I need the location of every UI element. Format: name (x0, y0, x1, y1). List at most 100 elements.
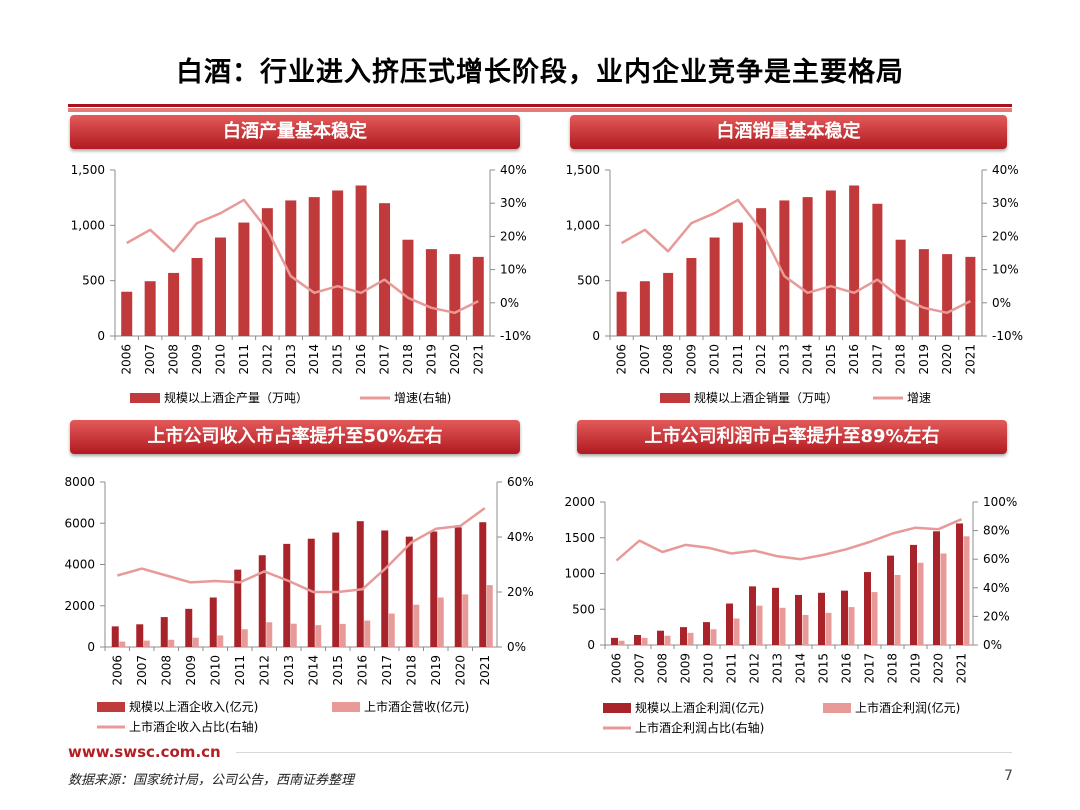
left-tick-label: 0 (592, 329, 600, 343)
series-line (620, 198, 971, 315)
bar-primary (214, 237, 226, 336)
bar-primary (111, 626, 119, 647)
bar-secondary (315, 625, 322, 647)
bar-primary (910, 544, 917, 645)
bar-secondary (217, 635, 224, 647)
x-tick-label: 2020 (932, 653, 946, 684)
left-tick-label: 500 (572, 602, 595, 616)
bar-primary (849, 185, 860, 336)
x-tick-label: 2018 (404, 655, 418, 686)
footer-url[interactable]: www.swsc.com.cn (68, 743, 221, 761)
x-tick-label: 2019 (424, 344, 438, 375)
bar-primary (616, 291, 627, 336)
x-tick-label: 2011 (237, 344, 251, 375)
bar-primary (918, 249, 929, 336)
x-tick-label: 2006 (110, 655, 124, 686)
bar-primary (942, 254, 953, 336)
right-tick-label: 40% (507, 530, 534, 544)
legend-bar-swatch (660, 393, 690, 403)
bar-primary (779, 200, 790, 336)
bar-primary (864, 572, 871, 645)
bar-primary (933, 531, 940, 645)
legend-label: 上市酒企利润(亿元) (855, 700, 960, 715)
right-tick-label: 30% (500, 196, 527, 210)
left-tick-label: 2000 (64, 599, 95, 613)
bar-primary (895, 239, 906, 336)
bar-secondary (192, 637, 199, 647)
bar-primary (379, 203, 391, 336)
bar-primary (663, 272, 674, 336)
bar-primary (356, 521, 364, 647)
right-tick-label: 10% (992, 263, 1019, 277)
left-tick-label: 6000 (64, 516, 95, 530)
right-tick-label: 20% (992, 229, 1019, 243)
bar-secondary (664, 635, 671, 645)
x-tick-label: 2007 (143, 344, 157, 375)
bar-primary (285, 200, 297, 336)
bar-secondary (641, 637, 648, 645)
x-tick-label: 2012 (754, 344, 768, 375)
x-tick-label: 2008 (661, 344, 675, 375)
bar-primary (454, 527, 462, 647)
x-tick-label: 2010 (208, 655, 222, 686)
bar-primary (732, 222, 743, 336)
bar-primary (802, 197, 813, 336)
bar-secondary (871, 592, 878, 645)
bar-secondary (339, 623, 346, 647)
x-tick-label: 2018 (401, 344, 415, 375)
right-tick-label: 0% (500, 296, 519, 310)
right-tick-label: 80% (983, 524, 1010, 538)
bar-primary (956, 523, 963, 645)
x-tick-label: 2019 (909, 653, 923, 684)
x-tick-label: 2016 (355, 655, 369, 686)
bar-secondary (437, 597, 444, 647)
bar-primary (825, 190, 836, 336)
x-tick-label: 2010 (213, 344, 227, 375)
bar-secondary (290, 623, 297, 647)
bar-primary (430, 531, 438, 647)
chart3-banner: 上市公司收入市占率提升至50%左右 (70, 420, 520, 454)
x-tick-label: 2008 (159, 655, 173, 686)
bar-secondary (462, 594, 469, 647)
bar-primary (818, 592, 825, 645)
x-tick-label: 2010 (708, 344, 722, 375)
bar-primary (168, 272, 180, 336)
bar-primary (449, 254, 461, 336)
x-tick-label: 2006 (615, 344, 629, 375)
right-tick-label: 60% (507, 475, 534, 489)
right-tick-label: 0% (992, 296, 1011, 310)
chart-sales: 0 500 1,000 1,500 -10% 0% 10% 20% 30% 40% 2006 2007… (566, 163, 1023, 405)
bar-primary (709, 237, 720, 336)
x-tick-label: 2021 (471, 344, 485, 375)
bar-secondary (687, 632, 694, 645)
bar-secondary (963, 536, 970, 645)
left-tick-label: 1000 (564, 567, 595, 581)
bar-primary (405, 536, 413, 647)
x-tick-label: 2013 (282, 655, 296, 686)
x-tick-label: 2015 (331, 344, 345, 375)
legend-label: 增速 (907, 391, 931, 405)
bar-primary (772, 587, 779, 645)
x-tick-label: 2021 (478, 655, 492, 686)
x-tick-label: 2020 (940, 344, 954, 375)
right-tick-label: 10% (500, 263, 527, 277)
left-tick-label: 1,500 (566, 163, 600, 177)
bar-primary (136, 624, 144, 647)
x-tick-label: 2012 (257, 655, 271, 686)
legend-label: 上市酒企营收(亿元) (364, 699, 469, 714)
right-tick-label: 40% (992, 163, 1019, 177)
bar-primary (611, 637, 618, 645)
x-tick-label: 2013 (284, 344, 298, 375)
bar-primary (258, 555, 266, 647)
x-tick-label: 2009 (679, 653, 693, 684)
x-tick-label: 2020 (453, 655, 467, 686)
left-tick-label: 500 (577, 274, 600, 288)
bar-primary (160, 617, 168, 647)
footer-divider (236, 752, 1012, 753)
bar-secondary (266, 622, 273, 647)
data-source-note: 数据来源：国家统计局，公司公告，西南证券整理 (68, 773, 355, 788)
bar-secondary (618, 640, 625, 645)
bar-secondary (364, 620, 371, 647)
legend-bar-swatch (97, 702, 125, 712)
x-tick-label: 2011 (731, 344, 745, 375)
